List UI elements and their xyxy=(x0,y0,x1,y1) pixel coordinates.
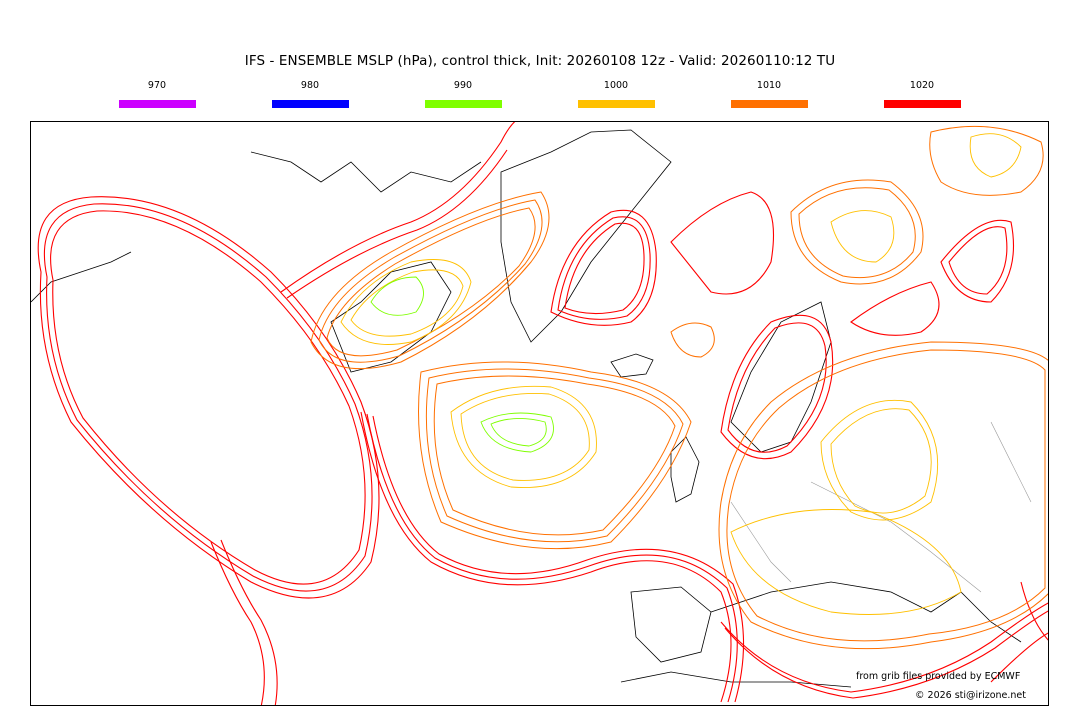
coastline-greenland xyxy=(500,129,672,343)
isobar-1020-greenland-high xyxy=(557,216,651,320)
isobar-1010-atlantic-low xyxy=(418,361,692,550)
isobar-1010-atlantic-low xyxy=(425,368,684,543)
isobar-1000-europe-west xyxy=(820,399,939,521)
isobar-1010-labrador-low xyxy=(310,191,550,370)
legend-label: 970 xyxy=(147,80,167,91)
isobar-1020-arctic xyxy=(670,191,774,295)
coastline-labrador xyxy=(330,261,452,373)
isobar-1010-atlantic-low xyxy=(433,375,676,536)
coastline-iberia xyxy=(630,586,712,663)
legend-item-1020: 1020 xyxy=(883,80,961,108)
isobar-1010-scand-cell xyxy=(790,179,924,285)
isobar-1010-iceland-cell xyxy=(670,322,715,358)
isobar-1000-europe-south xyxy=(730,509,962,615)
isobar-1000-arctic-cell xyxy=(969,133,1022,178)
isobar-1020-se-corner xyxy=(990,632,1048,683)
legend-swatch xyxy=(883,100,961,108)
isobar-1010-scand-cell xyxy=(798,187,916,279)
isobar-1020-north-arc xyxy=(280,122,516,293)
isobar-1010-europe-low xyxy=(726,349,1046,642)
coastline-britain xyxy=(670,436,700,503)
isobar-1020-greenland-high xyxy=(564,222,645,315)
isobar-1020-pacific-high xyxy=(50,210,366,585)
isobar-1020-greenland-high xyxy=(550,209,657,326)
isobar-990-atlantic xyxy=(490,418,547,447)
isobar-1000-labrador xyxy=(350,269,464,337)
isobar-1000-europe-west xyxy=(830,408,932,514)
isobar-990-atlantic xyxy=(480,412,554,453)
legend-swatch xyxy=(271,100,349,108)
isobar-1020-atlantic-arc xyxy=(360,411,732,703)
isobar-1020-pacific-high xyxy=(43,203,373,592)
isobar-1020-scandinavia xyxy=(727,322,827,453)
isobar-1020-far-south xyxy=(1020,581,1048,641)
isobar-1010-arctic-cell xyxy=(929,125,1044,196)
isobar-1000-labrador xyxy=(340,259,472,345)
data-credit: from grib files provided by ECMWF xyxy=(856,671,1021,682)
isobar-1020-south xyxy=(724,610,1048,699)
isobar-1000-scand-cell xyxy=(830,210,895,263)
coastline-europe-south xyxy=(710,581,1022,643)
isobar-1010-labrador-low xyxy=(326,207,536,357)
isobar-1020-scandinavia xyxy=(720,314,834,460)
coastline-alaska xyxy=(31,251,132,303)
legend-label: 980 xyxy=(300,80,320,91)
isobar-1010-labrador-low xyxy=(318,199,543,363)
isobar-1020-atlantic-arc xyxy=(366,413,738,703)
border-line xyxy=(990,421,1032,503)
legend-swatch xyxy=(730,100,808,108)
legend-swatch xyxy=(577,100,655,108)
legend-swatch xyxy=(118,100,196,108)
map-canvas xyxy=(31,122,1048,705)
isobar-1020-pacific-south xyxy=(210,541,265,705)
isobar-990-labrador xyxy=(370,276,424,316)
isobar-1020-east xyxy=(850,281,940,336)
legend-item-970: 970 xyxy=(118,80,196,108)
isobars-1010 xyxy=(310,125,1048,650)
coastline-scandinavia xyxy=(730,301,832,453)
isobar-1020-russia xyxy=(948,226,1008,295)
isobar-1020-pacific-high xyxy=(37,196,380,599)
legend-item-980: 980 xyxy=(271,80,349,108)
coastline-iceland xyxy=(610,353,654,378)
legend-item-990: 990 xyxy=(424,80,502,108)
isobar-1000-atlantic xyxy=(460,393,590,481)
isobars-1000 xyxy=(340,133,1022,615)
legend-label: 1010 xyxy=(756,80,782,91)
copyright-notice: © 2026 sti@irizone.net xyxy=(915,690,1026,701)
legend-label: 1000 xyxy=(603,80,629,91)
coastline-arctic-canada xyxy=(250,151,482,193)
isobar-1020-atlantic-arc xyxy=(372,415,745,703)
legend-swatch xyxy=(424,100,502,108)
coastlines xyxy=(31,129,1022,688)
isobar-1020-pacific-south xyxy=(220,539,278,705)
isobar-1020-south xyxy=(720,602,1048,693)
map-title: IFS - ENSEMBLE MSLP (hPa), control thick… xyxy=(244,53,836,69)
legend-label: 990 xyxy=(453,80,473,91)
country-borders xyxy=(730,421,1032,593)
legend-item-1000: 1000 xyxy=(577,80,655,108)
isobar-1020-north-arc xyxy=(286,149,508,299)
isobars-990 xyxy=(370,276,554,453)
legend-item-1010: 1010 xyxy=(730,80,808,108)
isobars-1020 xyxy=(37,122,1048,705)
legend-label: 1020 xyxy=(909,80,935,91)
border-line xyxy=(730,501,792,583)
map-panel xyxy=(30,121,1049,706)
isobar-1000-atlantic xyxy=(450,385,597,488)
isobar-1010-europe-low xyxy=(718,341,1048,650)
isobar-1020-russia xyxy=(940,219,1014,303)
